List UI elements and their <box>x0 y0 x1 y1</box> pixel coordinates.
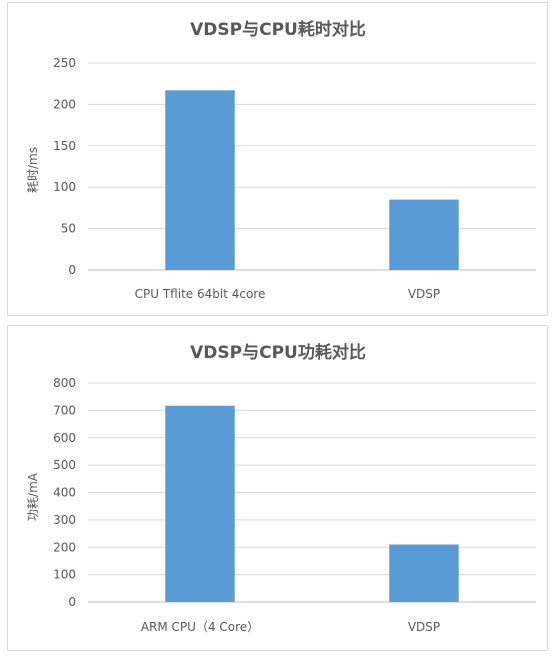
chart-title: VDSP与CPU功耗对比 <box>190 342 366 363</box>
y-tick-label: 200 <box>53 540 76 554</box>
y-tick-label: 500 <box>53 458 76 472</box>
y-tick-label: 100 <box>53 568 76 582</box>
bar <box>165 405 235 602</box>
x-category-label: VDSP <box>408 287 440 301</box>
bar <box>389 544 459 602</box>
chart-title: VDSP与CPU耗时对比 <box>190 19 366 40</box>
bar <box>389 199 459 270</box>
y-tick-label: 600 <box>53 431 76 445</box>
y-tick-label: 200 <box>53 97 76 111</box>
x-category-label: ARM CPU（4 Core） <box>141 620 259 634</box>
y-tick-label: 150 <box>53 139 76 153</box>
y-tick-label: 100 <box>53 180 76 194</box>
y-tick-label: 0 <box>68 263 76 277</box>
chart-panel-power: VDSP与CPU功耗对比 功耗/mA 0 100 200 300 400 500 600 70… <box>7 325 548 651</box>
y-axis-label: 耗时/ms <box>26 147 40 193</box>
chart-time: VDSP与CPU耗时对比 耗时/ms 0 50 100 150 200 250 CPU T… <box>26 19 536 301</box>
y-axis-label: 功耗/mA <box>26 472 40 521</box>
y-tick-label: 300 <box>53 513 76 527</box>
y-tick-label: 400 <box>53 486 76 500</box>
bar <box>165 90 235 270</box>
x-category-label: VDSP <box>408 620 440 634</box>
x-category-label: CPU Tflite 64bit 4core <box>135 287 266 301</box>
y-tick-label: 50 <box>61 222 76 236</box>
y-tick-label: 250 <box>53 56 76 70</box>
chart-panel-time: VDSP与CPU耗时对比 耗时/ms 0 50 100 150 200 250 CPU T… <box>7 2 548 316</box>
chart-power: VDSP与CPU功耗对比 功耗/mA 0 100 200 300 400 500 600 70… <box>26 342 536 634</box>
y-tick-label: 0 <box>68 595 76 609</box>
y-tick-label: 700 <box>53 403 76 417</box>
y-tick-label: 800 <box>53 376 76 390</box>
